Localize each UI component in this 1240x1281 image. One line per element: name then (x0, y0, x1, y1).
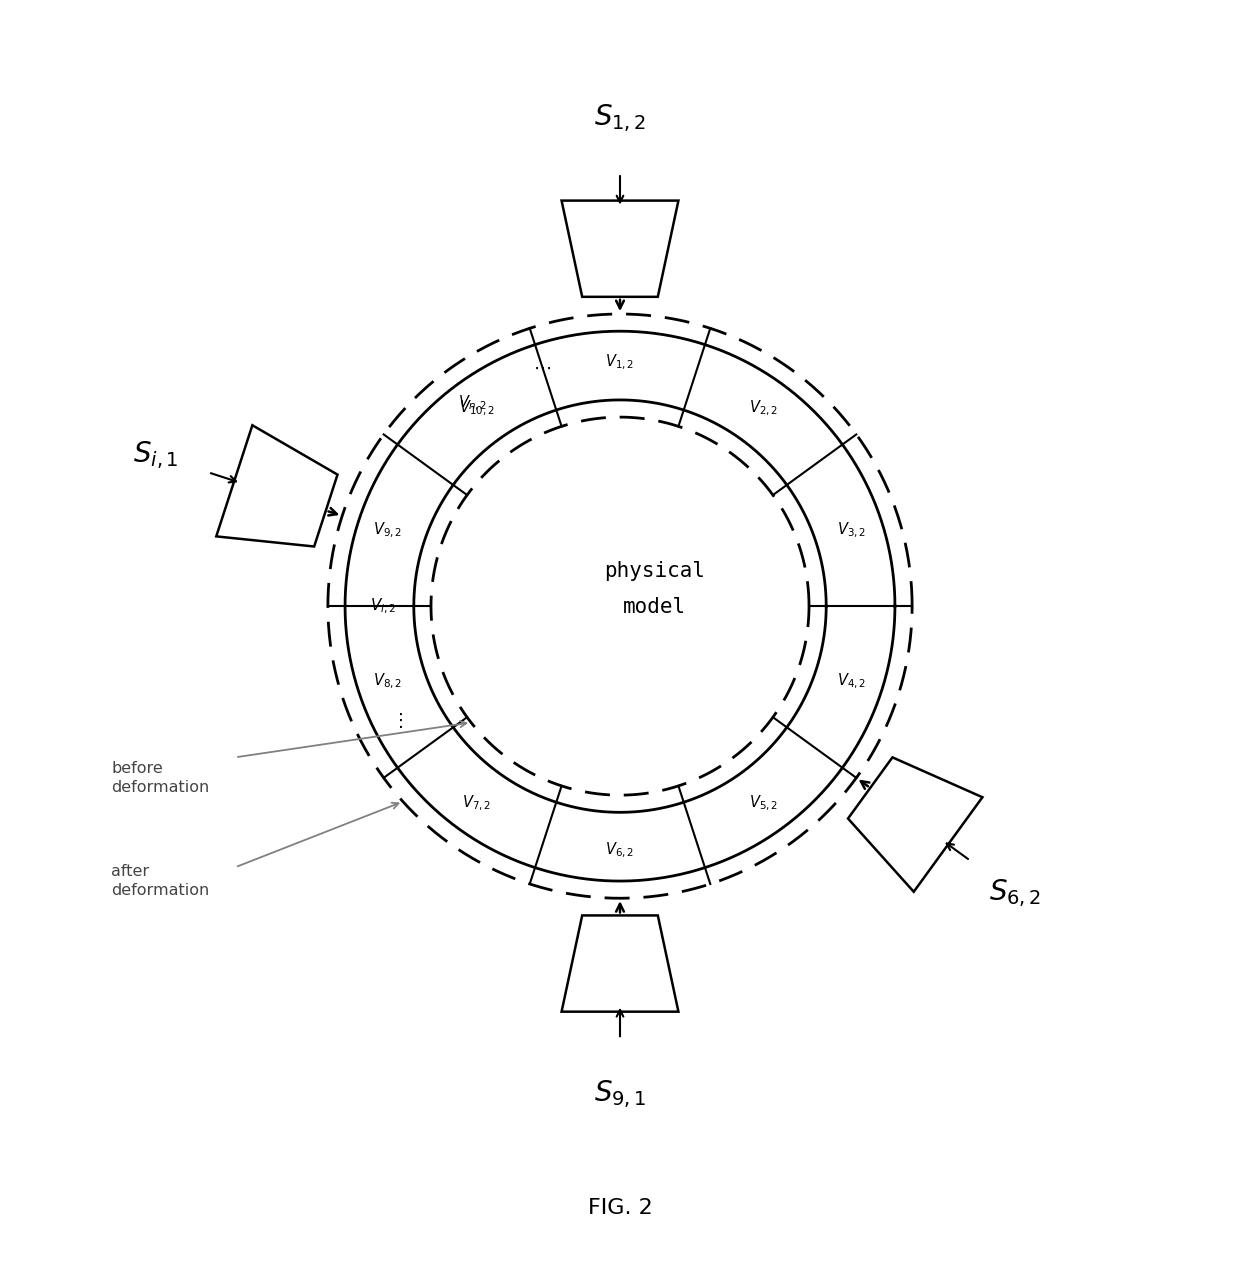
Text: $\vdots$: $\vdots$ (391, 711, 403, 730)
Text: $V_{10,2}$: $V_{10,2}$ (459, 400, 495, 419)
Text: $V_{n,2}$: $V_{n,2}$ (458, 393, 487, 412)
Text: before
deformation: before deformation (112, 761, 210, 794)
Text: FIG. 2: FIG. 2 (588, 1198, 652, 1217)
Text: $V_{i,2}$: $V_{i,2}$ (370, 597, 397, 616)
Text: $V_{4,2}$: $V_{4,2}$ (837, 673, 867, 692)
Text: $\mathit{S}_{9,1}$: $\mathit{S}_{9,1}$ (594, 1079, 646, 1111)
Text: $V_{3,2}$: $V_{3,2}$ (837, 521, 867, 541)
Text: $\mathit{S}_{6,2}$: $\mathit{S}_{6,2}$ (988, 877, 1040, 908)
Text: $\mathit{S}_{1,2}$: $\mathit{S}_{1,2}$ (594, 102, 646, 135)
Text: $V_{5,2}$: $V_{5,2}$ (749, 794, 777, 813)
Text: $\cdots$: $\cdots$ (533, 359, 552, 377)
Text: $V_{1,2}$: $V_{1,2}$ (605, 352, 635, 371)
Text: physical
model: physical model (604, 561, 704, 617)
Text: $V_{7,2}$: $V_{7,2}$ (463, 794, 491, 813)
Text: $V_{9,2}$: $V_{9,2}$ (373, 521, 403, 541)
Text: $V_{8,2}$: $V_{8,2}$ (373, 673, 403, 692)
Text: $\mathit{S}_{i,1}$: $\mathit{S}_{i,1}$ (133, 439, 179, 471)
Text: after
deformation: after deformation (112, 865, 210, 898)
Text: $V_{2,2}$: $V_{2,2}$ (749, 400, 777, 419)
Text: $V_{6,2}$: $V_{6,2}$ (605, 840, 635, 860)
